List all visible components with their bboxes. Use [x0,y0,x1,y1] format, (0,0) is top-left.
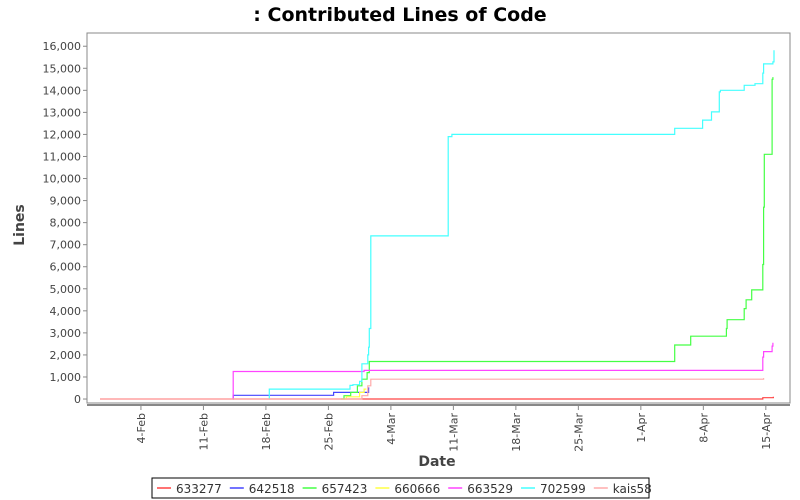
legend-box [151,477,650,499]
y-tick-label: 5,000 [50,283,82,296]
x-axis-label: Date [418,454,455,470]
y-tick-label: 9,000 [50,195,82,208]
chart-title: : Contributed Lines of Code [253,4,546,26]
y-tick-label: 0 [74,393,81,406]
legend: 633277 642518 657423 660666 663529 702599 kais… [151,477,652,499]
x-tick-label: 4-Mar [385,413,398,445]
legend-label: 657423 [322,482,368,496]
y-tick-label: 10,000 [43,173,82,186]
y-tick-label: 1,000 [50,371,82,384]
legend-label: 660666 [394,482,440,496]
legend-label: 663529 [467,482,513,496]
x-tick-label: 11-Feb [197,413,210,450]
y-tick-label: 6,000 [50,261,82,274]
y-axis-label: Lines [12,204,28,246]
y-tick-label: 4,000 [50,305,82,318]
legend-label: 702599 [540,482,586,496]
x-tick-label: 1-Apr [635,413,648,443]
x-tick-label: 18-Mar [510,413,523,452]
x-tick-label: 25-Mar [572,413,585,452]
y-tick-label: 15,000 [43,62,82,75]
x-tick-label: 4-Feb [135,413,148,443]
series-line-633277 [100,396,774,400]
legend-label: 642518 [249,482,295,496]
x-tick-label: 8-Apr [697,413,710,443]
y-tick-label: 14,000 [43,84,82,97]
series-line-kais58 [100,378,765,400]
legend-label: kais58 [613,482,652,496]
y-tick-label: 13,000 [43,106,82,119]
y-tick-label: 8,000 [50,217,82,230]
y-tick-label: 11,000 [43,150,82,163]
series-line-663529 [232,342,774,400]
x-tick-label: 15-Apr [760,413,773,450]
x-tick-label: 25-Feb [322,413,335,450]
series-line-702599 [268,50,775,400]
legend-label: 633277 [176,482,222,496]
x-tick-label: 11-Mar [447,413,460,452]
y-tick-label: 3,000 [50,327,82,340]
y-tick-label: 7,000 [50,239,82,252]
y-tick-label: 2,000 [50,349,82,362]
series-line-657423 [341,77,774,400]
y-tick-label: 16,000 [43,40,82,53]
plot-area [86,32,791,404]
y-tick-label: 12,000 [43,128,82,141]
x-tick-label: 18-Feb [260,413,273,450]
